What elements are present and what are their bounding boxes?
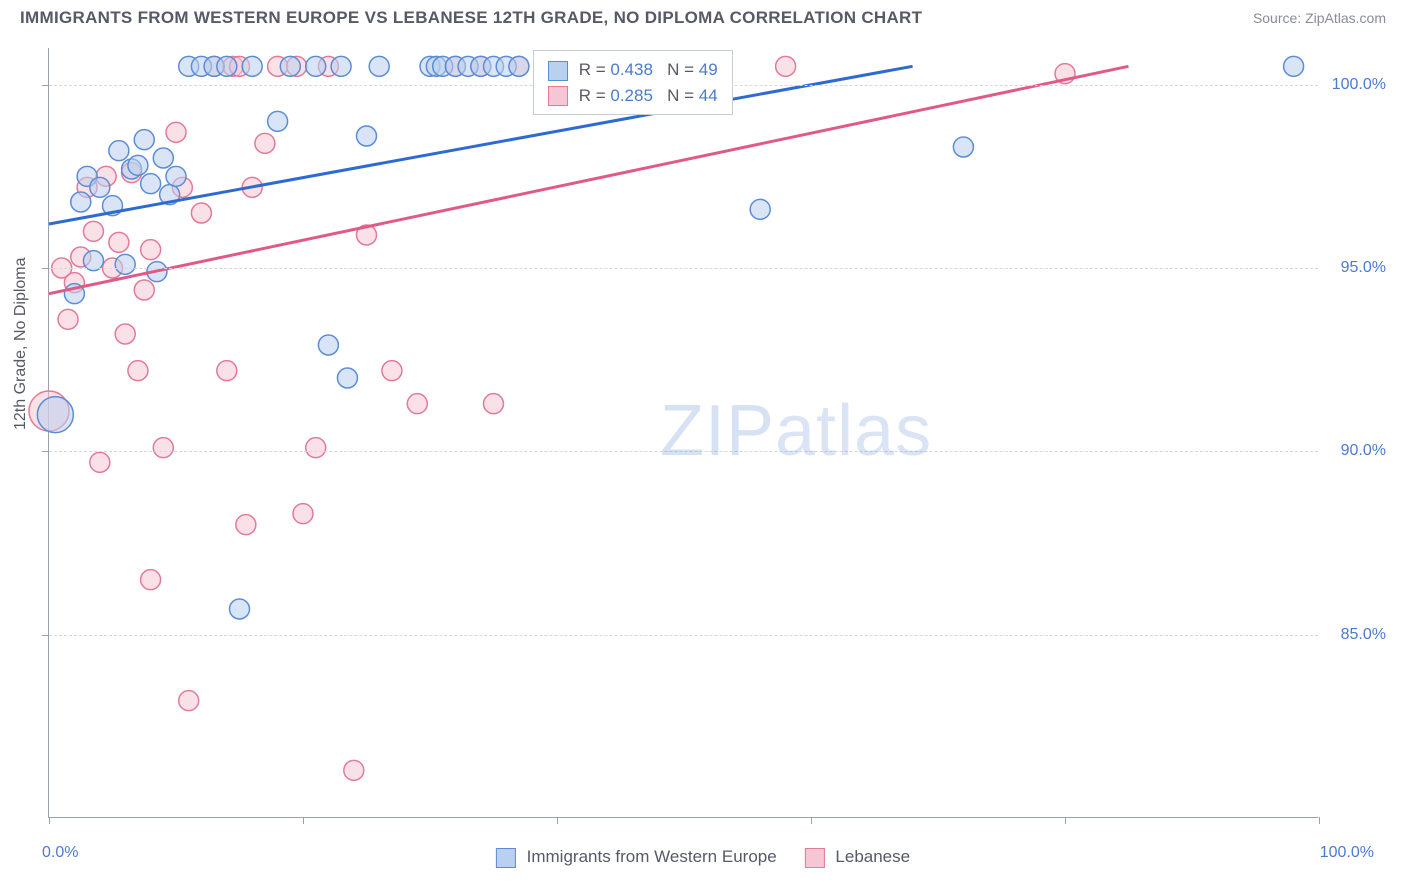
data-point (331, 56, 351, 76)
x-tick (49, 817, 50, 824)
y-axis-label: 12th Grade, No Diploma (12, 257, 30, 430)
data-point (109, 141, 129, 161)
legend-swatch-blue (496, 848, 516, 868)
chart-title: IMMIGRANTS FROM WESTERN EUROPE VS LEBANE… (20, 8, 922, 28)
data-point (1284, 56, 1304, 76)
data-point (58, 309, 78, 329)
data-point (90, 452, 110, 472)
x-min-label: 0.0% (42, 844, 78, 862)
x-tick (811, 817, 812, 824)
source-label: Source: ZipAtlas.com (1253, 10, 1386, 26)
data-point (141, 570, 161, 590)
data-point (236, 515, 256, 535)
x-max-label: 100.0% (1320, 844, 1374, 862)
data-point (255, 133, 275, 153)
data-point (337, 368, 357, 388)
data-point (141, 174, 161, 194)
data-point (293, 504, 313, 524)
data-point (407, 394, 427, 414)
data-point (953, 137, 973, 157)
data-point (71, 192, 91, 212)
chart-area (48, 48, 1318, 818)
y-tick-label: 100.0% (1332, 76, 1386, 94)
y-tick-label: 95.0% (1341, 259, 1386, 277)
data-point (128, 361, 148, 381)
data-point (134, 130, 154, 150)
legend-stats: R = 0.438 N = 49 (574, 60, 718, 79)
data-point (268, 111, 288, 131)
legend-swatch (548, 86, 568, 106)
correlation-legend: R = 0.438 N = 49 R = 0.285 N = 44 (533, 50, 733, 115)
data-point (369, 56, 389, 76)
data-point (306, 56, 326, 76)
data-point (382, 361, 402, 381)
bottom-legend: Immigrants from Western Europe Lebanese (496, 847, 910, 868)
scatter-plot-svg (49, 48, 1318, 817)
data-point (191, 203, 211, 223)
data-point (217, 361, 237, 381)
data-point (83, 221, 103, 241)
legend-label-blue: Immigrants from Western Europe (527, 847, 777, 866)
data-point (166, 166, 186, 186)
data-point (109, 232, 129, 252)
data-point (280, 56, 300, 76)
data-point (37, 397, 73, 433)
data-point (141, 240, 161, 260)
y-tick (42, 85, 49, 86)
data-point (166, 122, 186, 142)
data-point (306, 438, 326, 458)
trend-line (49, 66, 913, 224)
data-point (153, 438, 173, 458)
legend-swatch-pink (805, 848, 825, 868)
data-point (242, 56, 262, 76)
y-tick (42, 635, 49, 636)
data-point (134, 280, 154, 300)
data-point (217, 56, 237, 76)
data-point (344, 760, 364, 780)
y-tick-label: 90.0% (1341, 442, 1386, 460)
x-tick (1319, 817, 1320, 824)
y-tick (42, 268, 49, 269)
data-point (230, 599, 250, 619)
legend-swatch (548, 61, 568, 81)
y-tick-label: 85.0% (1341, 626, 1386, 644)
data-point (128, 155, 148, 175)
data-point (776, 56, 796, 76)
data-point (357, 126, 377, 146)
x-tick (557, 817, 558, 824)
gridline (49, 451, 1318, 452)
data-point (115, 324, 135, 344)
data-point (750, 199, 770, 219)
y-tick (42, 451, 49, 452)
legend-label-pink: Lebanese (835, 847, 910, 866)
x-tick (1065, 817, 1066, 824)
data-point (509, 56, 529, 76)
data-point (318, 335, 338, 355)
data-point (179, 691, 199, 711)
gridline (49, 635, 1318, 636)
data-point (484, 394, 504, 414)
data-point (90, 177, 110, 197)
legend-stats: R = 0.285 N = 44 (574, 86, 718, 105)
gridline (49, 268, 1318, 269)
x-tick (303, 817, 304, 824)
data-point (153, 148, 173, 168)
data-point (115, 254, 135, 274)
